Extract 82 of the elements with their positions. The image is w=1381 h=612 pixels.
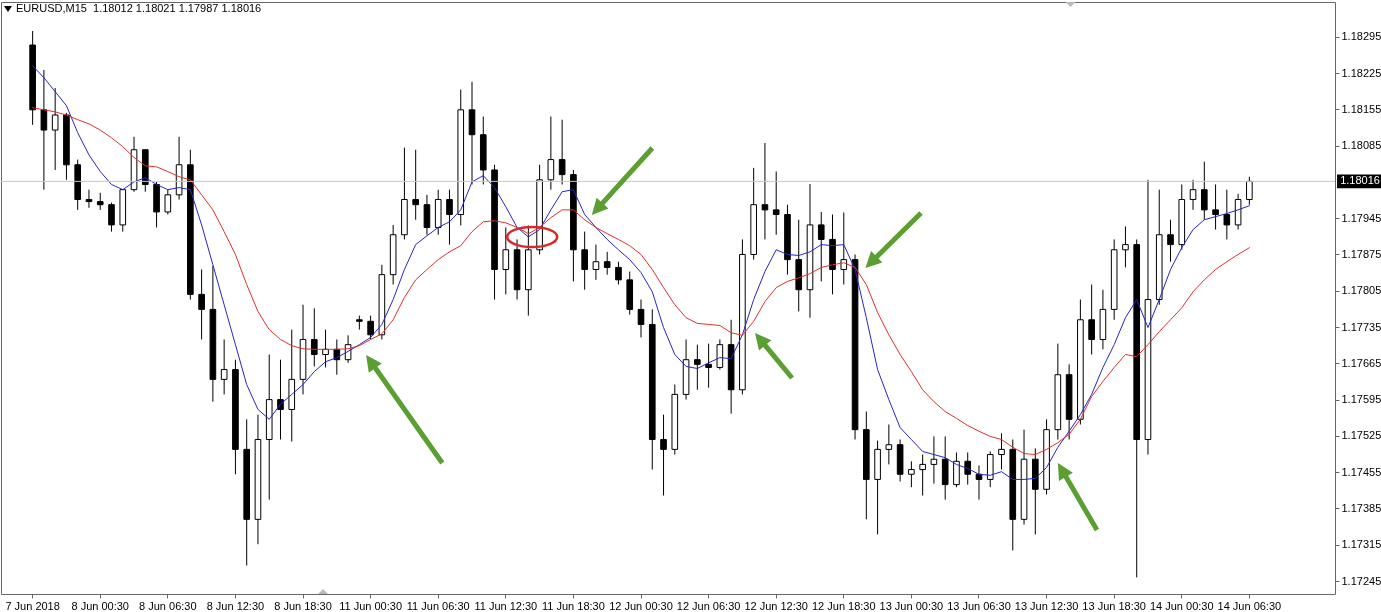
candlestick bbox=[694, 344, 701, 391]
y-tick-label: 1.17525 bbox=[1341, 429, 1381, 442]
candlestick bbox=[705, 343, 712, 389]
candlestick bbox=[502, 227, 510, 295]
candlestick bbox=[885, 423, 893, 465]
y-tick-label: 1.17315 bbox=[1341, 538, 1381, 551]
x-tick-label: 8 Jun 00:30 bbox=[71, 599, 129, 612]
candlestick bbox=[908, 460, 915, 488]
y-tick-label: 1.17945 bbox=[1341, 211, 1381, 224]
x-tick-label: 8 Jun 06:30 bbox=[139, 599, 197, 612]
y-tick-label: 1.18225 bbox=[1341, 66, 1381, 79]
x-tick-label: 11 Jun 12:30 bbox=[474, 599, 538, 612]
x-tick-label: 12 Jun 06:30 bbox=[676, 599, 741, 612]
x-tick-label: 12 Jun 12:30 bbox=[744, 599, 809, 612]
y-tick-label: 1.17665 bbox=[1341, 356, 1381, 369]
candlestick bbox=[198, 268, 205, 340]
candlestick bbox=[840, 211, 848, 286]
y-tick-label: 1.18155 bbox=[1341, 102, 1381, 115]
candlestick bbox=[1246, 176, 1253, 206]
candlestick bbox=[1223, 189, 1231, 240]
candlestick bbox=[592, 244, 600, 281]
candlestick bbox=[772, 171, 780, 236]
y-tick-label: 1.17875 bbox=[1341, 247, 1381, 260]
candlestick bbox=[51, 87, 59, 171]
candlestick bbox=[547, 116, 555, 191]
candlestick bbox=[817, 211, 825, 282]
x-tick-label: 13 Jun 18:30 bbox=[1082, 599, 1146, 612]
candlestick bbox=[558, 119, 566, 185]
candlestick bbox=[637, 299, 645, 338]
candlestick bbox=[1122, 225, 1129, 268]
candlestick bbox=[964, 451, 972, 486]
candlestick bbox=[1088, 284, 1095, 355]
x-tick-label: 12 Jun 00:30 bbox=[609, 599, 673, 612]
candlestick bbox=[930, 435, 938, 485]
candlestick bbox=[277, 359, 284, 441]
candlestick bbox=[423, 194, 431, 236]
chart-title: EURUSD,M15 1.18012 1.18021 1.17987 1.18016 bbox=[16, 2, 262, 14]
candlestick bbox=[581, 231, 588, 291]
candlestick bbox=[367, 315, 374, 340]
candlestick bbox=[85, 189, 93, 209]
x-tick-label: 8 Jun 12:30 bbox=[206, 599, 265, 612]
candlestick bbox=[220, 338, 228, 395]
candlestick bbox=[1200, 161, 1208, 221]
candlestick bbox=[40, 69, 48, 191]
candlestick bbox=[615, 261, 622, 286]
candlestick bbox=[1189, 179, 1197, 211]
x-tick-label: 13 Jun 12:30 bbox=[1014, 599, 1079, 612]
candlestick bbox=[164, 189, 172, 216]
y-tick-label: 1.18085 bbox=[1341, 139, 1381, 152]
candlestick bbox=[412, 149, 419, 221]
y-tick-label: 1.17245 bbox=[1341, 574, 1381, 587]
candlestick bbox=[953, 451, 960, 488]
y-tick-label: 1.17805 bbox=[1341, 284, 1381, 297]
line-series bbox=[32, 65, 1250, 480]
x-tick-label: 12 Jun 18:30 bbox=[811, 599, 876, 612]
y-tick-label: 1.17385 bbox=[1341, 501, 1381, 514]
x-tick-label: 11 Jun 00:30 bbox=[339, 599, 403, 612]
candlestick bbox=[660, 414, 667, 497]
y-tick-label: 1.17595 bbox=[1341, 393, 1381, 406]
candlestick bbox=[919, 454, 926, 497]
y-tick-label: 1.17455 bbox=[1341, 465, 1381, 478]
candlestick bbox=[446, 189, 453, 246]
candlestick bbox=[998, 432, 1005, 471]
candlestick bbox=[761, 142, 769, 240]
x-tick-label: 13 Jun 00:30 bbox=[879, 599, 944, 612]
x-tick-label: 13 Jun 06:30 bbox=[947, 599, 1011, 612]
x-tick-label: 11 Jun 06:30 bbox=[406, 599, 470, 612]
y-tick-label: 1.17735 bbox=[1341, 320, 1381, 333]
candlestick bbox=[716, 338, 724, 371]
line-series bbox=[32, 107, 1250, 456]
x-tick-label: 14 Jun 00:30 bbox=[1149, 599, 1214, 612]
x-tick-label: 14 Jun 06:30 bbox=[1217, 599, 1282, 612]
x-tick-label: 11 Jun 18:30 bbox=[542, 599, 605, 612]
candlestick bbox=[1212, 183, 1219, 231]
candlestick bbox=[603, 251, 611, 276]
candlestick bbox=[1167, 219, 1174, 263]
candlestick bbox=[108, 202, 115, 233]
y-tick-label: 1.18295 bbox=[1341, 30, 1381, 43]
ref-line-label: 1.18016 bbox=[1340, 174, 1380, 187]
x-tick-label: 8 Jun 18:30 bbox=[274, 599, 332, 612]
candlestick bbox=[310, 307, 318, 367]
x-tick-label: 7 Jun 2018 bbox=[5, 599, 60, 612]
